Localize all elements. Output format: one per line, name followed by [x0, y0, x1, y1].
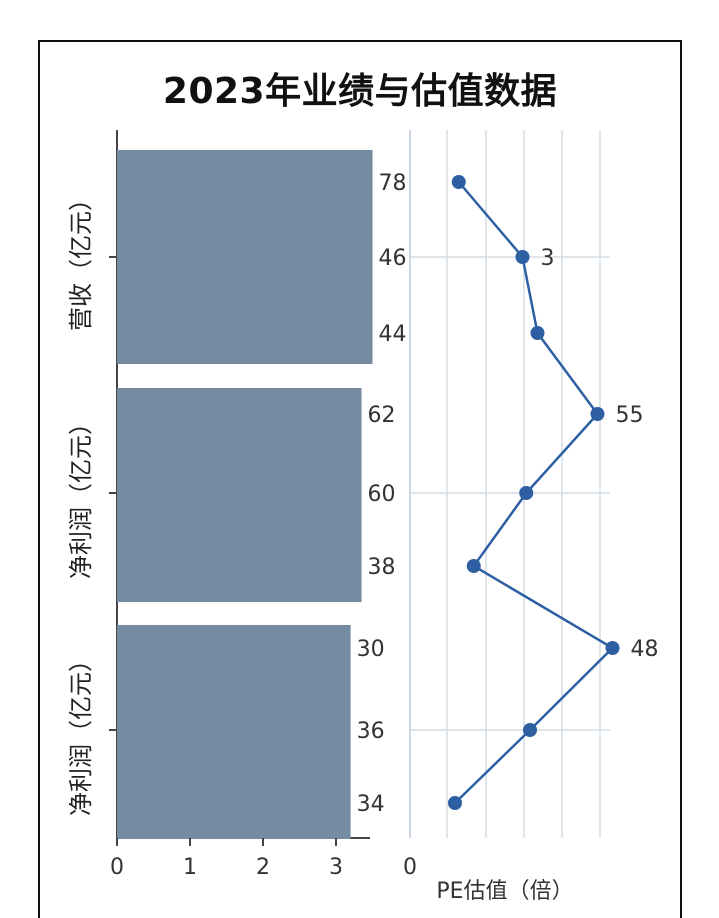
pe-annotation-0: 3	[541, 246, 555, 271]
pe-point-4	[519, 486, 534, 500]
bar-x-tick-label-3: 3	[329, 855, 343, 880]
point-value-label-2: 44	[379, 322, 407, 347]
point-value-label-7: 36	[357, 719, 385, 744]
bar-category-label-0: 营收（亿元）	[67, 187, 95, 331]
bar-2	[117, 625, 351, 839]
chart-title: 2023年业绩与估值数据	[162, 71, 558, 112]
point-value-label-8: 34	[357, 792, 385, 817]
line-x-axis-label: PE估值（倍）	[436, 879, 573, 904]
pe-point-5	[466, 559, 481, 573]
bar-x-tick-label-1: 1	[183, 855, 197, 880]
point-value-label-6: 30	[357, 637, 385, 662]
bar-1	[117, 388, 362, 602]
line-x-tick-label-0: 0	[403, 855, 417, 880]
pe-point-6	[605, 641, 620, 655]
pe-annotation-2: 48	[631, 637, 659, 662]
point-value-label-1: 46	[379, 246, 407, 271]
point-value-label-4: 60	[368, 482, 396, 507]
pe-point-7	[523, 723, 537, 737]
bar-x-tick-label-0: 0	[110, 855, 124, 880]
point-value-label-0: 78	[379, 171, 407, 196]
point-value-label-3: 62	[368, 403, 396, 428]
pe-point-3	[590, 407, 605, 421]
pe-point-8	[448, 796, 462, 810]
bar-0	[117, 150, 373, 364]
bar-category-label-2: 净利润（亿元）	[67, 648, 95, 816]
point-value-label-5: 38	[368, 555, 396, 580]
pe-annotation-1: 55	[616, 403, 644, 428]
bar-category-label-1: 净利润（亿元）	[67, 411, 95, 579]
pe-point-1	[515, 250, 530, 264]
pe-point-2	[530, 326, 545, 340]
bar-x-tick-label-2: 2	[256, 855, 270, 880]
pe-point-0	[451, 175, 466, 189]
